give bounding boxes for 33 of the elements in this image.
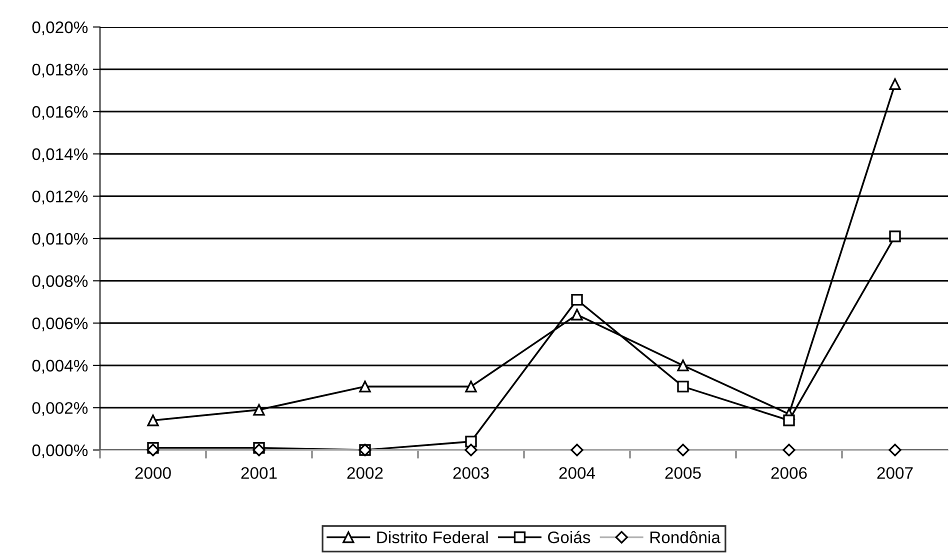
- y-tick-label: 0,014%: [32, 148, 88, 162]
- y-tick-label: 0,012%: [32, 190, 88, 204]
- x-tick-label: 2006: [771, 467, 807, 479]
- point: [677, 380, 689, 392]
- y-tick-label: 0,000%: [32, 444, 88, 458]
- y-tick-label: 0,018%: [32, 64, 88, 78]
- y-tick-label: 0,004%: [32, 360, 88, 374]
- y-tick-label: 0,010%: [32, 232, 88, 247]
- legend-label: Goiás: [548, 530, 590, 544]
- y-tick-label: 0,006%: [32, 318, 88, 332]
- x-tick-label: 2000: [135, 467, 171, 479]
- point: [147, 414, 159, 426]
- x-tick-label: 2007: [877, 467, 913, 479]
- legend-label: Rondônia: [650, 530, 720, 544]
- y-tick-label: 0,020%: [32, 21, 88, 36]
- y-tick-label: 0,008%: [32, 275, 88, 289]
- x-tick-label: 2002: [347, 467, 383, 479]
- point: [465, 380, 477, 392]
- point: [253, 404, 265, 416]
- point: [571, 294, 583, 306]
- point: [571, 308, 583, 320]
- x-tick-label: 2003: [453, 467, 489, 479]
- x-tick-label: 2001: [241, 467, 277, 479]
- x-tick-label: 2005: [665, 467, 701, 479]
- point: [359, 380, 371, 392]
- legend-label: Distrito Federal: [377, 531, 488, 544]
- point: [783, 414, 795, 426]
- point: [677, 360, 689, 372]
- x-tick-label: 2004: [559, 467, 596, 479]
- y-tick-label: 0,002%: [32, 402, 88, 416]
- point: [889, 230, 901, 242]
- point: [889, 78, 901, 90]
- y-tick-label: 0,016%: [32, 106, 88, 120]
